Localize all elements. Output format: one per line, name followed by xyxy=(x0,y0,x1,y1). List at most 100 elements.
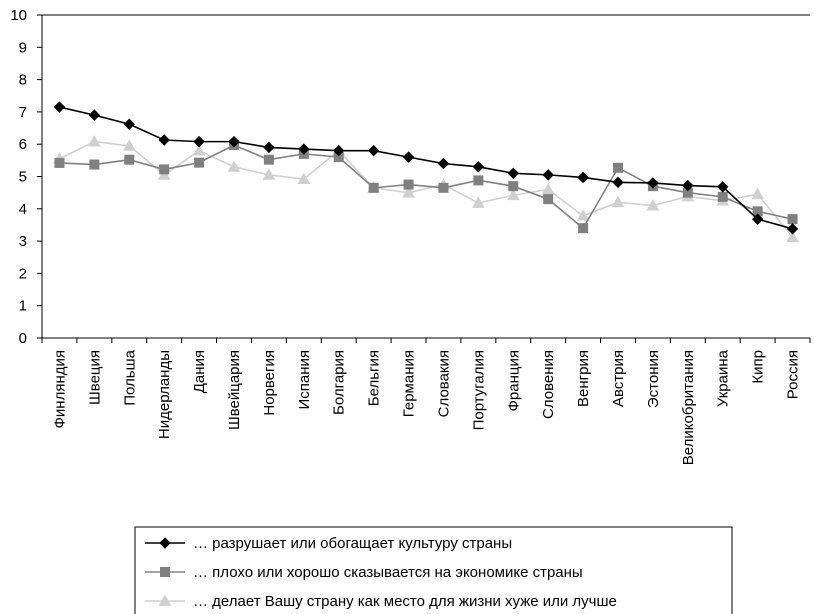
data-point xyxy=(88,135,101,147)
series-line xyxy=(59,140,794,238)
x-tick-label: Швейцария xyxy=(226,350,243,430)
series-line xyxy=(59,144,793,230)
data-point xyxy=(751,187,764,200)
data-point xyxy=(717,181,729,193)
legend-label: … плохо или хорошо сказывается на эконом… xyxy=(193,564,583,581)
data-point xyxy=(787,214,798,225)
x-tick-label: Венгрия xyxy=(575,350,592,407)
data-point xyxy=(578,223,589,234)
data-point xyxy=(577,171,589,184)
data-point xyxy=(227,160,241,172)
data-point xyxy=(507,167,519,179)
x-tick-label: Украина xyxy=(715,349,732,407)
data-point xyxy=(402,151,415,163)
x-tick-label: Португалия xyxy=(470,350,487,430)
data-point xyxy=(542,169,554,181)
x-tick-label: Болгария xyxy=(331,350,348,415)
data-point xyxy=(541,182,555,195)
y-tick-label: 6 xyxy=(19,136,27,153)
data-point xyxy=(54,157,65,168)
data-point xyxy=(333,144,345,157)
x-tick-label: Россия xyxy=(785,350,802,399)
data-point xyxy=(228,135,240,148)
data-point xyxy=(193,135,205,148)
x-tick-label: Норвегия xyxy=(261,350,278,416)
x-tick-label: Швеция xyxy=(86,350,103,405)
y-tick-label: 4 xyxy=(19,201,27,218)
x-tick-label: Испания xyxy=(296,350,313,410)
y-tick-label: 5 xyxy=(19,169,27,186)
data-point xyxy=(124,154,135,165)
data-point xyxy=(786,230,799,243)
x-tick-label: Словакия xyxy=(435,350,452,417)
data-point xyxy=(576,209,590,221)
data-point xyxy=(613,162,623,173)
data-point xyxy=(158,594,172,606)
x-tick-label: Бельгия xyxy=(366,350,383,406)
data-point xyxy=(472,196,485,208)
data-point xyxy=(88,109,101,121)
y-tick-label: 10 xyxy=(10,7,27,24)
y-axis-ticks: 0 1 2 3 4 5 6 7 8 9 10 xyxy=(10,7,42,347)
x-tick-label: Великобритания xyxy=(680,350,697,465)
data-point xyxy=(367,144,380,157)
y-tick-label: 9 xyxy=(19,39,27,56)
data-point xyxy=(437,157,450,170)
data-point xyxy=(786,223,799,235)
data-point xyxy=(262,168,276,180)
data-point xyxy=(158,134,170,146)
plot-frame xyxy=(41,14,810,339)
legend-entry: … плохо или хорошо сказывается на эконом… xyxy=(145,564,583,581)
data-point xyxy=(472,161,485,173)
data-point xyxy=(89,159,100,170)
data-point xyxy=(611,195,625,208)
x-tick-label: Кипр xyxy=(750,350,767,384)
data-point xyxy=(508,181,519,192)
data-point xyxy=(159,164,170,175)
data-point xyxy=(298,143,310,155)
x-tick-label: Польша xyxy=(121,349,138,405)
data-point xyxy=(368,182,379,193)
x-tick-label: Австрия xyxy=(610,350,627,407)
legend-label: … делает Вашу страну как место для жизни… xyxy=(193,593,617,610)
data-point xyxy=(122,139,136,151)
data-point xyxy=(263,141,275,154)
data-point xyxy=(297,172,311,184)
y-tick-label: 2 xyxy=(19,265,27,282)
data-point xyxy=(403,179,414,190)
data-point xyxy=(646,199,660,211)
data-point xyxy=(647,177,659,189)
data-point xyxy=(123,118,135,130)
data-point xyxy=(159,537,171,549)
x-tick-label: Франция xyxy=(505,350,522,411)
data-point xyxy=(194,157,205,168)
data-point xyxy=(506,188,520,201)
data-point xyxy=(751,213,764,225)
y-tick-label: 8 xyxy=(19,72,27,89)
x-axis-ticks: Финляндия Швеция Польша Нидерланды Дания Швей… xyxy=(41,338,811,465)
x-tick-label: Германия xyxy=(401,350,418,417)
data-point xyxy=(53,101,66,113)
legend: … разрушает или обогащает культуру стран… xyxy=(134,526,733,614)
x-tick-label: Словения xyxy=(540,350,557,419)
data-point xyxy=(438,182,449,193)
data-point xyxy=(402,186,415,198)
data-point xyxy=(263,154,274,165)
y-tick-label: 1 xyxy=(19,298,27,315)
data-point xyxy=(160,567,170,577)
series-line xyxy=(59,106,793,230)
series-1 xyxy=(53,101,799,235)
data-point xyxy=(543,194,554,205)
data-point xyxy=(612,176,624,189)
data-point xyxy=(717,191,728,202)
x-tick-label: Финляндия xyxy=(51,350,68,428)
series-layer xyxy=(53,101,799,243)
y-tick-label: 0 xyxy=(19,330,27,347)
legend-label: … разрушает или обогащает культуру стран… xyxy=(193,535,512,552)
legend-entry: … разрушает или обогащает культуру стран… xyxy=(145,535,512,552)
legend-entry: … делает Вашу страну как место для жизни… xyxy=(145,593,617,610)
data-point xyxy=(682,179,694,192)
data-point xyxy=(192,144,206,156)
x-tick-label: Эстония xyxy=(645,350,662,408)
